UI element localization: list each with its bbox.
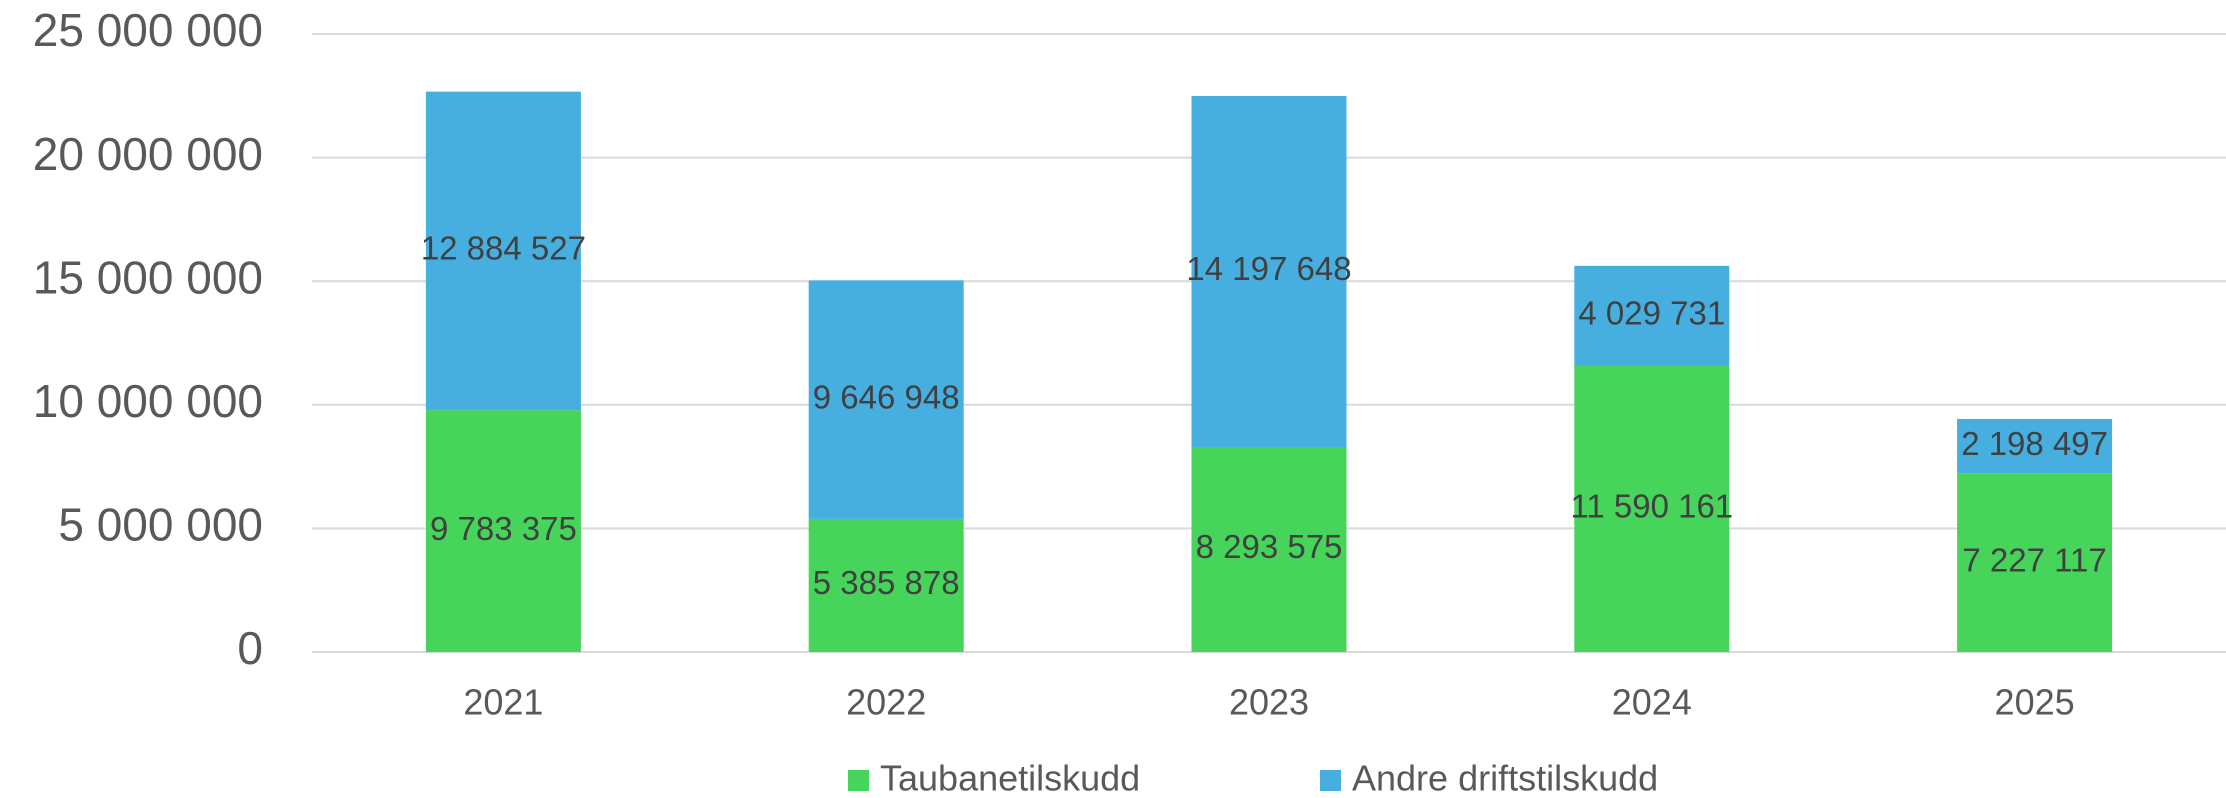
x-tick-label: 2023 [1229, 682, 1309, 723]
bar-segment [808, 280, 964, 519]
data-label: 8 293 575 [1196, 528, 1343, 565]
legend-swatch [1320, 770, 1341, 791]
bar-segment [1191, 446, 1347, 652]
data-label: 4 029 731 [1578, 294, 1725, 331]
data-label: 14 197 648 [1186, 250, 1351, 287]
x-tick-label: 2025 [1995, 682, 2075, 723]
bar-segment [1957, 418, 2113, 474]
data-label: 2 198 497 [1961, 425, 2108, 462]
bar-segment [425, 91, 581, 411]
y-tick-label: 20 000 000 [33, 128, 263, 180]
legend-label: Andre driftstilskudd [1352, 758, 1658, 798]
legend-swatch [848, 770, 869, 791]
data-label: 7 227 117 [1962, 541, 2106, 578]
bar-segment [1957, 473, 2113, 652]
data-label: 9 783 375 [430, 510, 577, 547]
bar-segment [1574, 365, 1730, 652]
y-tick-label: 25 000 000 [33, 4, 263, 56]
data-label: 5 385 878 [813, 564, 960, 601]
x-tick-label: 2021 [463, 682, 543, 723]
bar-segment [1191, 96, 1347, 447]
data-label: 12 884 527 [421, 230, 586, 267]
x-tick-label: 2022 [846, 682, 926, 723]
x-tick-label: 2024 [1612, 682, 1692, 723]
y-tick-label: 10 000 000 [33, 375, 263, 427]
y-tick-label: 5 000 000 [58, 499, 263, 551]
bar-segment [808, 518, 964, 652]
data-label: 11 590 161 [1570, 487, 1733, 524]
legend-label: Taubanetilskudd [880, 758, 1140, 798]
bar-segment [425, 410, 581, 652]
y-tick-label: 0 [237, 622, 263, 674]
y-tick-label: 15 000 000 [33, 251, 263, 303]
bar-segment [1574, 265, 1730, 366]
data-label: 9 646 948 [813, 378, 960, 415]
